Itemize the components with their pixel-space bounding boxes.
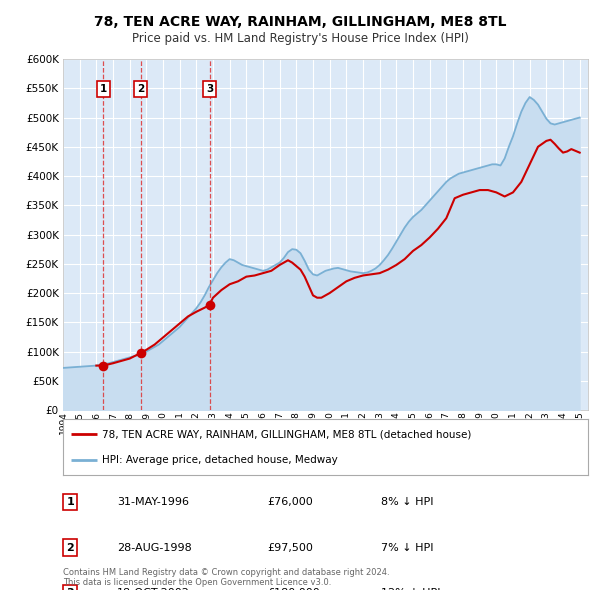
Text: 1: 1 bbox=[67, 497, 74, 507]
Text: 2: 2 bbox=[67, 543, 74, 552]
Text: 78, TEN ACRE WAY, RAINHAM, GILLINGHAM, ME8 8TL: 78, TEN ACRE WAY, RAINHAM, GILLINGHAM, M… bbox=[94, 15, 506, 29]
Text: Price paid vs. HM Land Registry's House Price Index (HPI): Price paid vs. HM Land Registry's House … bbox=[131, 32, 469, 45]
Text: 3: 3 bbox=[206, 84, 213, 94]
Text: 12% ↓ HPI: 12% ↓ HPI bbox=[381, 588, 440, 590]
Text: 3: 3 bbox=[67, 588, 74, 590]
Text: 31-MAY-1996: 31-MAY-1996 bbox=[117, 497, 189, 507]
Text: 78, TEN ACRE WAY, RAINHAM, GILLINGHAM, ME8 8TL (detached house): 78, TEN ACRE WAY, RAINHAM, GILLINGHAM, M… bbox=[103, 429, 472, 439]
Text: 8% ↓ HPI: 8% ↓ HPI bbox=[381, 497, 433, 507]
Text: £97,500: £97,500 bbox=[267, 543, 313, 552]
Text: 28-AUG-1998: 28-AUG-1998 bbox=[117, 543, 192, 552]
Text: 7% ↓ HPI: 7% ↓ HPI bbox=[381, 543, 433, 552]
Text: 18-OCT-2002: 18-OCT-2002 bbox=[117, 588, 190, 590]
Text: £76,000: £76,000 bbox=[267, 497, 313, 507]
Text: HPI: Average price, detached house, Medway: HPI: Average price, detached house, Medw… bbox=[103, 455, 338, 465]
Text: 2: 2 bbox=[137, 84, 144, 94]
Text: Contains HM Land Registry data © Crown copyright and database right 2024.
This d: Contains HM Land Registry data © Crown c… bbox=[63, 568, 389, 587]
Text: 1: 1 bbox=[100, 84, 107, 94]
Text: £180,000: £180,000 bbox=[267, 588, 320, 590]
